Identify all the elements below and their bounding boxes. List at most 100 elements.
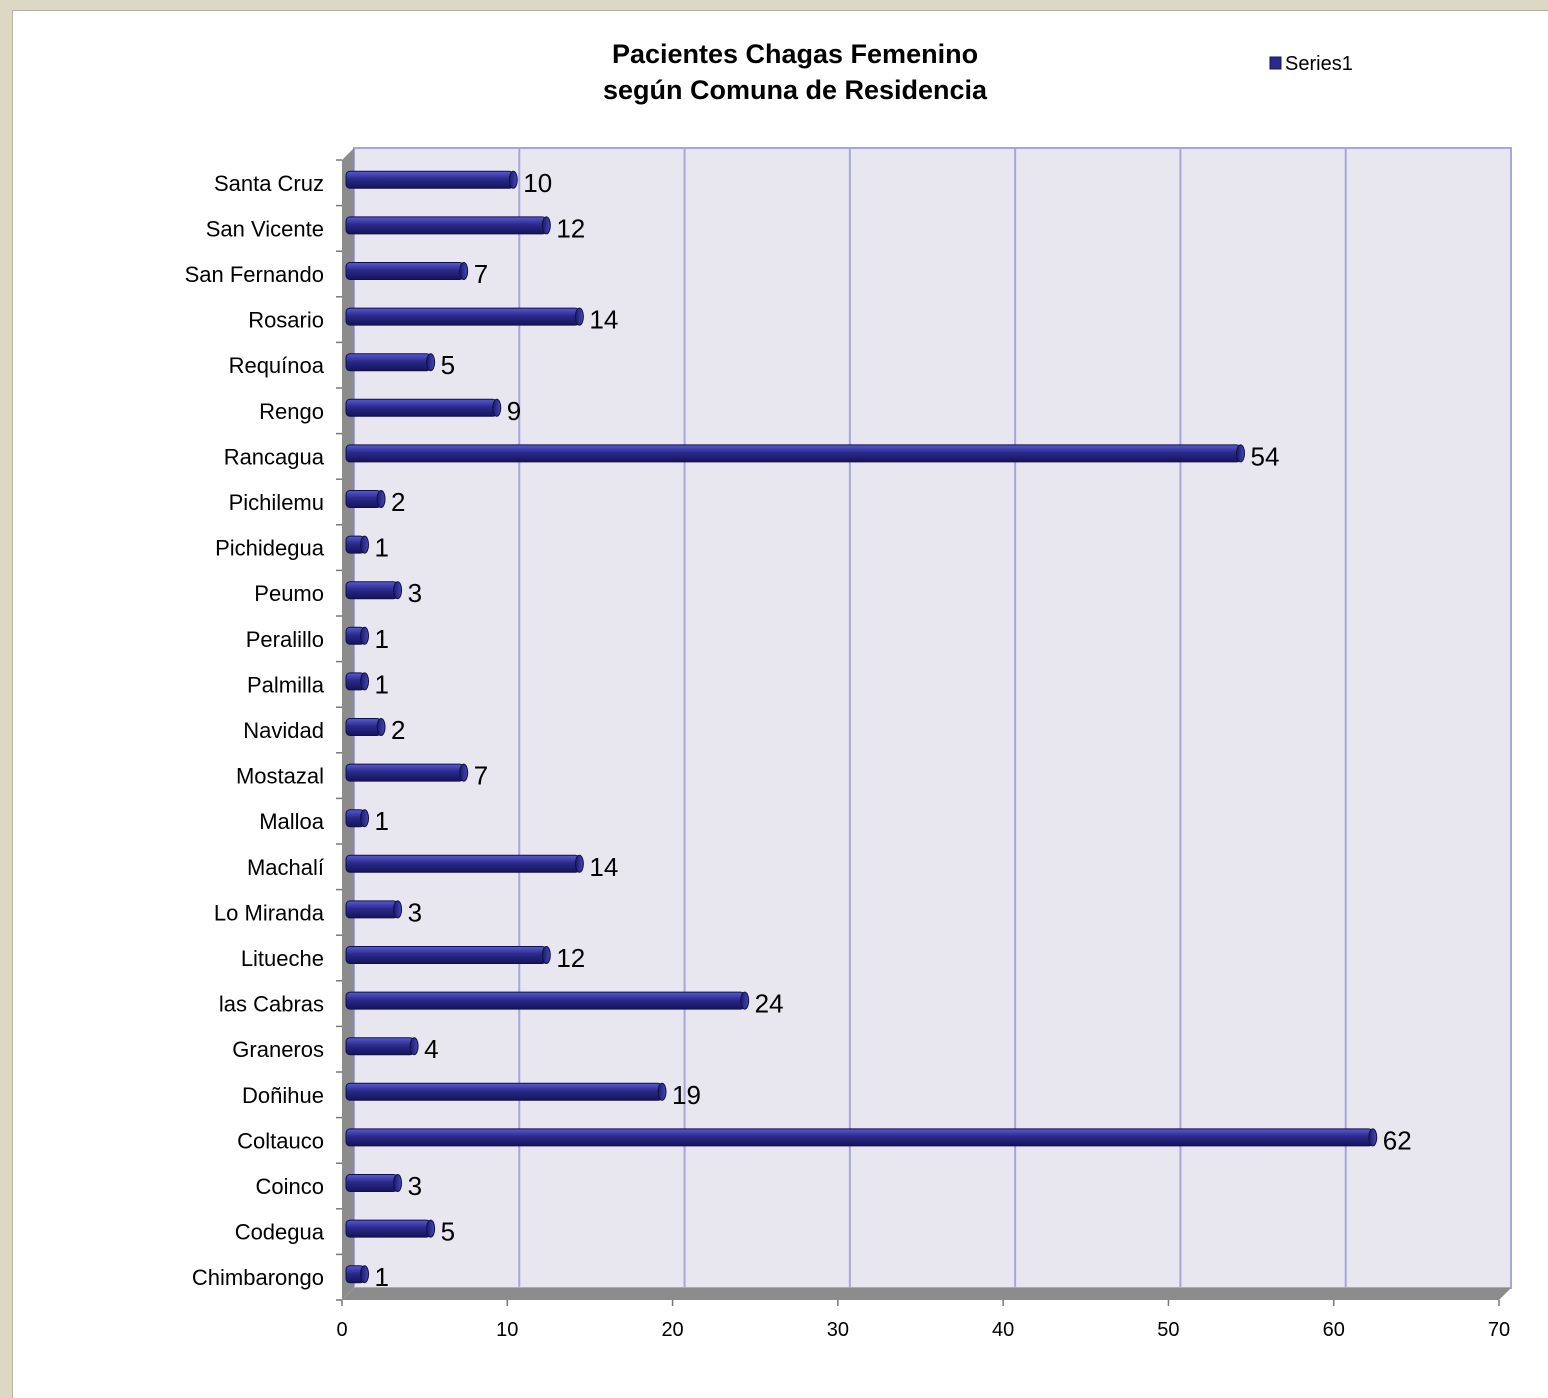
bar-end-cap (376, 490, 386, 508)
data-label: 1 (375, 624, 389, 654)
category-label: San Vicente (206, 216, 324, 241)
category-label: Palmilla (247, 672, 325, 697)
data-label: 3 (408, 578, 422, 608)
bar-end-cap (1368, 1128, 1378, 1147)
category-label: Pichilemu (229, 490, 324, 515)
x-tick-label: 20 (661, 1319, 683, 1341)
data-label: 54 (1251, 441, 1280, 471)
data-label: 62 (1383, 1125, 1412, 1155)
data-label: 19 (672, 1080, 701, 1110)
bar-end-cap (360, 535, 370, 554)
bar (345, 1174, 399, 1192)
data-label: 24 (755, 989, 784, 1019)
bar (345, 946, 547, 964)
bar-end-cap (459, 262, 469, 280)
bar (345, 262, 465, 280)
x-tick-label: 40 (992, 1319, 1014, 1341)
bar-end-cap (492, 398, 502, 417)
chart: Pacientes Chagas Femenino según Comuna d… (185, 39, 1512, 1341)
data-label: 12 (556, 213, 585, 243)
bar (345, 490, 382, 508)
bar-end-cap (1236, 444, 1246, 463)
category-label: Navidad (243, 718, 324, 743)
data-label: 12 (556, 943, 585, 973)
data-label: 1 (375, 669, 389, 699)
category-label: Malloa (259, 809, 325, 834)
data-label: 3 (408, 897, 422, 927)
data-label: 7 (474, 761, 488, 791)
bar (345, 854, 580, 873)
bar-end-cap (360, 626, 370, 645)
bar-end-cap (409, 1037, 419, 1056)
data-label: 2 (391, 487, 405, 517)
x-tick-label: 50 (1157, 1319, 1179, 1341)
category-label: Mostazal (236, 764, 324, 789)
bars (345, 170, 1378, 1284)
data-label: 14 (589, 852, 618, 882)
legend-swatch (1269, 56, 1282, 70)
bar-end-cap (426, 353, 436, 372)
data-label: 1 (375, 806, 389, 836)
x-tick-label: 60 (1323, 1319, 1345, 1341)
category-label: Machalí (247, 855, 324, 880)
bar (345, 763, 465, 782)
legend-label: Series1 (1285, 53, 1353, 75)
legend: Series1 (1269, 53, 1353, 75)
bar-end-cap (393, 581, 403, 600)
bar (345, 1037, 415, 1056)
data-label: 5 (441, 350, 455, 380)
x-tick-label: 0 (336, 1319, 347, 1341)
bar (345, 1082, 663, 1101)
category-label: Coltauco (237, 1128, 324, 1153)
bar (345, 307, 580, 326)
data-label: 5 (441, 1217, 455, 1247)
bar-end-cap (376, 718, 386, 736)
bar (345, 991, 746, 1010)
category-label: Rengo (259, 399, 324, 424)
category-label: Rosario (248, 308, 324, 333)
data-label: 7 (474, 259, 488, 289)
category-label: Coinco (256, 1174, 324, 1199)
category-label: Lo Miranda (214, 900, 325, 925)
chart-title: Pacientes Chagas Femenino (612, 39, 978, 69)
bar-end-cap (541, 216, 551, 235)
category-label: Requínoa (229, 353, 325, 378)
category-label: las Cabras (219, 992, 324, 1017)
bar-end-cap (508, 170, 518, 189)
data-label: 10 (523, 168, 552, 198)
bar (345, 170, 514, 189)
category-label: Doñihue (242, 1083, 324, 1108)
bar (345, 398, 498, 417)
chart-frame: Pacientes Chagas Femenino según Comuna d… (12, 10, 1548, 1398)
x-tick-label: 10 (496, 1319, 518, 1341)
category-label: Peralillo (246, 627, 324, 652)
category-label: Rancagua (224, 444, 325, 469)
bar (345, 1219, 432, 1238)
data-label: 2 (391, 715, 405, 745)
x-tick-label: 30 (827, 1319, 849, 1341)
bar-end-cap (393, 1174, 403, 1192)
data-label: 3 (408, 1171, 422, 1201)
data-label: 9 (507, 396, 521, 426)
category-label: Chimbarongo (192, 1265, 324, 1290)
bar (345, 581, 399, 600)
category-label: San Fernando (185, 262, 324, 287)
category-label: Graneros (232, 1037, 324, 1062)
data-label: 14 (589, 305, 618, 335)
bar-end-cap (574, 307, 584, 326)
category-label: Pichidegua (215, 536, 325, 561)
bar (345, 1128, 1374, 1147)
bar (345, 718, 382, 736)
bar-end-cap (459, 763, 469, 782)
data-label: 1 (375, 533, 389, 563)
bar (345, 216, 547, 235)
bar-end-cap (393, 900, 403, 919)
bar-end-cap (541, 946, 551, 964)
category-label: Santa Cruz (214, 171, 324, 196)
bar-end-cap (360, 672, 370, 691)
bar-end-cap (574, 854, 584, 873)
data-label: 1 (375, 1262, 389, 1292)
data-label: 4 (424, 1034, 438, 1064)
bar (345, 900, 399, 919)
